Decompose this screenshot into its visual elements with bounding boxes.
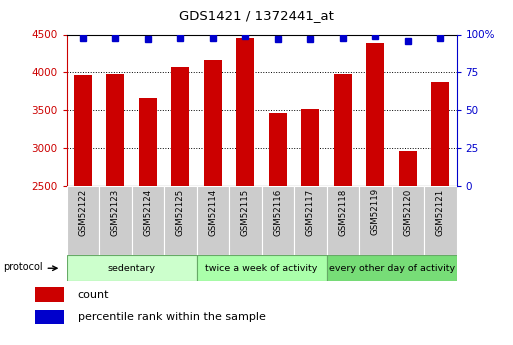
Bar: [171, 67, 189, 186]
Bar: [35, 287, 64, 302]
Text: GSM52118: GSM52118: [339, 188, 347, 236]
Text: GSM52115: GSM52115: [241, 188, 250, 236]
Text: GSM52114: GSM52114: [208, 188, 218, 236]
Bar: [399, 151, 417, 186]
Text: GSM52120: GSM52120: [403, 188, 412, 236]
Bar: [99, 186, 132, 255]
Bar: [359, 186, 391, 255]
Bar: [431, 82, 449, 186]
Text: GSM52124: GSM52124: [144, 188, 152, 236]
Bar: [334, 74, 352, 186]
Text: count: count: [78, 289, 109, 299]
Bar: [294, 186, 327, 255]
Text: GSM52121: GSM52121: [436, 188, 445, 236]
Text: GSM52123: GSM52123: [111, 188, 120, 236]
Text: every other day of activity: every other day of activity: [328, 264, 455, 273]
Text: sedentary: sedentary: [108, 264, 155, 273]
Bar: [424, 186, 457, 255]
Bar: [139, 98, 157, 186]
Bar: [366, 43, 384, 186]
Bar: [196, 186, 229, 255]
Bar: [67, 255, 196, 281]
Bar: [229, 186, 262, 255]
Bar: [204, 60, 222, 186]
Text: twice a week of activity: twice a week of activity: [205, 264, 318, 273]
Bar: [391, 186, 424, 255]
Text: GSM52117: GSM52117: [306, 188, 315, 236]
Bar: [74, 76, 92, 186]
Text: protocol: protocol: [3, 262, 43, 272]
Bar: [262, 186, 294, 255]
Text: GSM52116: GSM52116: [273, 188, 282, 236]
Bar: [236, 38, 254, 186]
Bar: [35, 310, 64, 324]
Bar: [164, 186, 196, 255]
Bar: [67, 186, 99, 255]
Bar: [196, 255, 327, 281]
Bar: [327, 255, 457, 281]
Bar: [327, 186, 359, 255]
Text: GSM52119: GSM52119: [371, 188, 380, 236]
Text: GDS1421 / 1372441_at: GDS1421 / 1372441_at: [179, 9, 334, 22]
Text: percentile rank within the sample: percentile rank within the sample: [78, 312, 266, 322]
Bar: [269, 114, 287, 186]
Bar: [132, 186, 164, 255]
Text: GSM52125: GSM52125: [176, 188, 185, 236]
Text: GSM52122: GSM52122: [78, 188, 87, 236]
Bar: [107, 74, 124, 186]
Bar: [302, 109, 319, 186]
